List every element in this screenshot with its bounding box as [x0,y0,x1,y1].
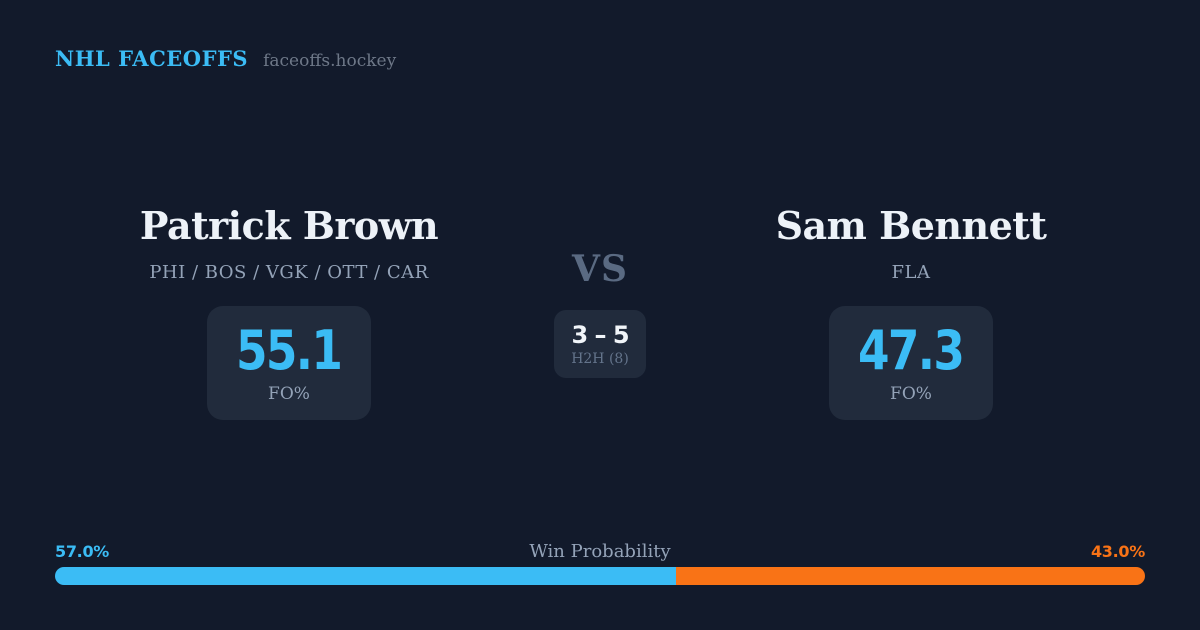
player-right-teams: FLA [891,262,931,283]
player-left-stat-card: 55.1 FO% [207,306,371,420]
win-prob-right-pct: 43.0% [1090,542,1145,561]
win-prob-left-pct: 57.0% [55,542,110,561]
player-left-teams: PHI / BOS / VGK / OTT / CAR [149,262,429,283]
head-to-head-label: H2H (8) [571,350,629,367]
player-right-stat-label: FO% [890,383,932,404]
player-right-stat-card: 47.3 FO% [829,306,993,420]
player-right-faceoff-pct: 47.3 [858,318,965,382]
player-left-name: Patrick Brown [139,203,439,248]
vs-label: VS [572,248,628,290]
player-left-faceoff-pct: 55.1 [236,318,343,382]
head-to-head-card: 3 – 5 H2H (8) [554,310,646,378]
win-probability-labels: 57.0% Win Probability 43.0% [55,541,1145,562]
win-prob-title: Win Probability [529,541,671,562]
brand-header: NHL FACEOFFS faceoffs.hockey [55,46,396,71]
brand-title: NHL FACEOFFS [55,46,249,71]
vs-column: VS 3 – 5 H2H (8) [540,249,660,378]
brand-domain: faceoffs.hockey [263,51,397,71]
player-right-name: Sam Bennett [775,203,1047,248]
win-prob-bar [55,567,1145,585]
win-prob-bar-left-segment [55,567,677,585]
win-prob-bar-right-segment [676,567,1145,585]
player-left-stat-label: FO% [268,383,310,404]
player-left-column: Patrick Brown PHI / BOS / VGK / OTT / CA… [54,203,524,420]
player-right-column: Sam Bennett FLA 47.3 FO% [676,203,1146,420]
head-to-head-score: 3 – 5 [571,320,629,349]
